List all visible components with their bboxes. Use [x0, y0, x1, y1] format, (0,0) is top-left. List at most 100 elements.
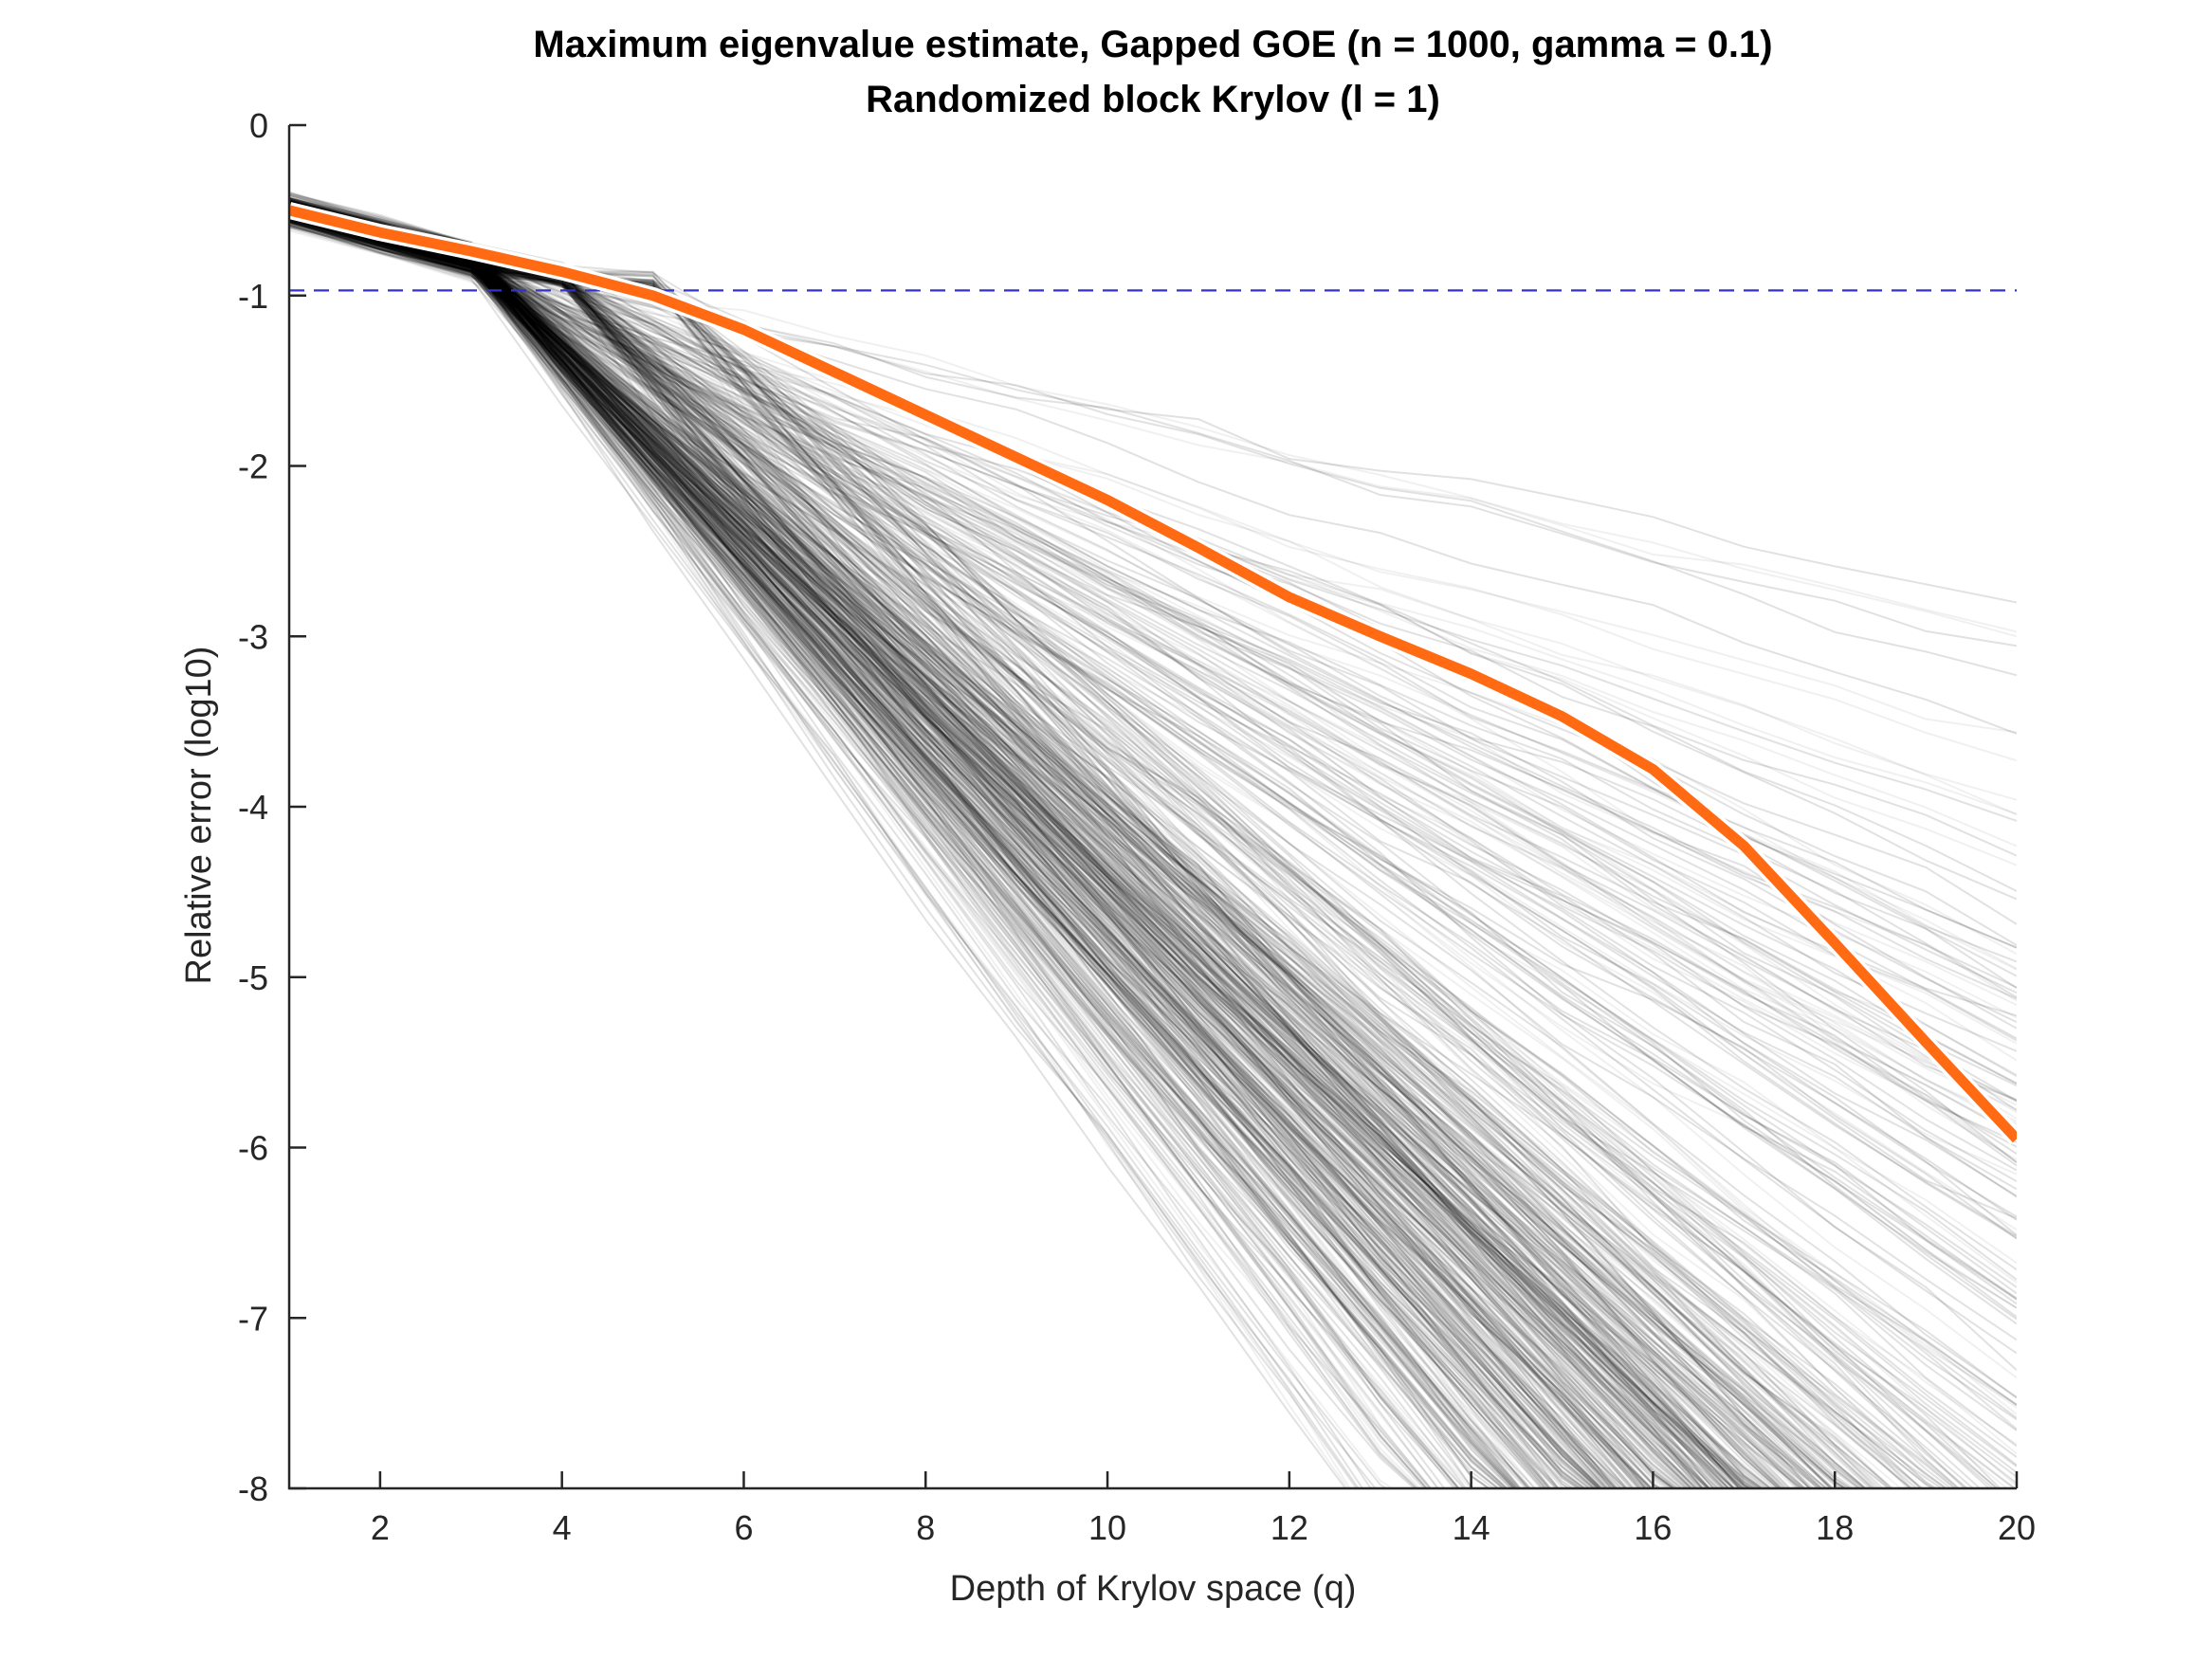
trial-line [289, 208, 1601, 1488]
trial-line [289, 204, 1522, 1488]
trial-line [289, 223, 1648, 1488]
trial-line [289, 200, 1580, 1488]
trial-line [289, 207, 2017, 604]
trial-line [289, 211, 1505, 1488]
trial-line [289, 209, 2017, 1448]
trial-line [289, 192, 1761, 1488]
trial-line [289, 210, 2017, 762]
chart-title: Maximum eigenvalue estimate, Gapped GOE … [533, 24, 1772, 65]
trial-line [289, 201, 2017, 1398]
trial-line [289, 217, 1439, 1488]
trial-line [289, 210, 2017, 1198]
y-tick-label: -3 [238, 617, 268, 656]
trial-line [289, 210, 1537, 1488]
trial-line [289, 213, 1736, 1488]
trial-line [289, 210, 1849, 1488]
trial-line [289, 200, 1547, 1488]
trial-line [289, 199, 1726, 1488]
trial-line [289, 209, 1762, 1488]
y-tick-label: -5 [238, 958, 268, 997]
trial-line [289, 212, 2017, 1478]
trial-line [289, 216, 1807, 1488]
trial-line [289, 221, 1600, 1488]
trial-line [289, 212, 1620, 1488]
trial-line [289, 201, 2017, 1301]
trial-line [289, 215, 1891, 1488]
trial-line [289, 202, 1597, 1488]
trial-line [289, 211, 2017, 1406]
trial-line [289, 210, 1690, 1488]
trial-line [289, 213, 1847, 1488]
trial-line [289, 207, 1999, 1488]
trial-line [289, 205, 1894, 1488]
trial-line [289, 207, 2017, 1197]
trial-line [289, 224, 1800, 1488]
trial-line [289, 210, 1792, 1488]
trial-line [289, 212, 1851, 1488]
trial-line [289, 200, 2017, 1134]
trial-line [289, 215, 1636, 1488]
trial-line [289, 200, 2017, 970]
trial-line [289, 226, 1844, 1488]
trial-line [289, 206, 1763, 1488]
trial-line [289, 212, 1756, 1488]
trial-line [289, 200, 2017, 735]
trial-line [289, 203, 1603, 1488]
trial-line [289, 202, 1653, 1488]
trial-line [289, 205, 1894, 1488]
trial-line [289, 208, 1433, 1488]
trial-line [289, 210, 1626, 1488]
trial-line [289, 207, 1600, 1488]
trial-line [289, 200, 2017, 1295]
trial-line [289, 217, 1725, 1488]
trial-line [289, 212, 2017, 1478]
x-tick-label: 2 [371, 1508, 390, 1547]
trial-line [289, 203, 1654, 1488]
trial-line [289, 210, 2017, 1112]
trial-line [289, 215, 1653, 1488]
trial-line [289, 212, 1603, 1488]
trial-line [289, 204, 1912, 1488]
trial-line [289, 212, 1875, 1488]
trial-line [289, 211, 1848, 1488]
trial-line [289, 211, 1865, 1488]
trial-line [289, 204, 1557, 1488]
trial-line [289, 202, 1708, 1488]
trial-line [289, 202, 1653, 1488]
trial-line [289, 215, 1530, 1488]
trial-line [289, 212, 1721, 1488]
trial-line [289, 220, 1516, 1488]
trial-line [289, 217, 1587, 1488]
trial-line [289, 205, 1690, 1488]
trial-line [289, 210, 1652, 1488]
trial-line [289, 214, 1674, 1488]
trial-line [289, 215, 1635, 1488]
trial-line [289, 219, 1560, 1488]
trial-line [289, 210, 1861, 1488]
trial-line [289, 209, 1746, 1488]
trial-line [289, 213, 1770, 1488]
trial-line [289, 209, 2017, 1473]
trial-line [289, 226, 2017, 1042]
trial-line [289, 211, 1654, 1488]
trial-line [289, 213, 1736, 1488]
x-tick-label: 8 [916, 1508, 935, 1547]
trial-line [289, 200, 1580, 1488]
trial-line [289, 207, 2017, 1197]
trial-line [289, 208, 2017, 857]
trial-line [289, 209, 2017, 1448]
trial-line [289, 212, 1697, 1488]
trial-line [289, 210, 1460, 1488]
trial-line [289, 207, 1804, 1488]
trial-line [289, 226, 2017, 1052]
trial-line [289, 210, 1347, 1488]
trial-line [289, 199, 2017, 1040]
trial-line [289, 206, 2017, 1341]
trial-line [289, 215, 1934, 1488]
trial-line [289, 215, 2017, 1137]
trial-line [289, 212, 1377, 1488]
trial-line [289, 208, 2017, 1085]
trial-line [289, 210, 1861, 1488]
trial-line [289, 205, 1772, 1488]
x-tick-label: 10 [1088, 1508, 1126, 1547]
